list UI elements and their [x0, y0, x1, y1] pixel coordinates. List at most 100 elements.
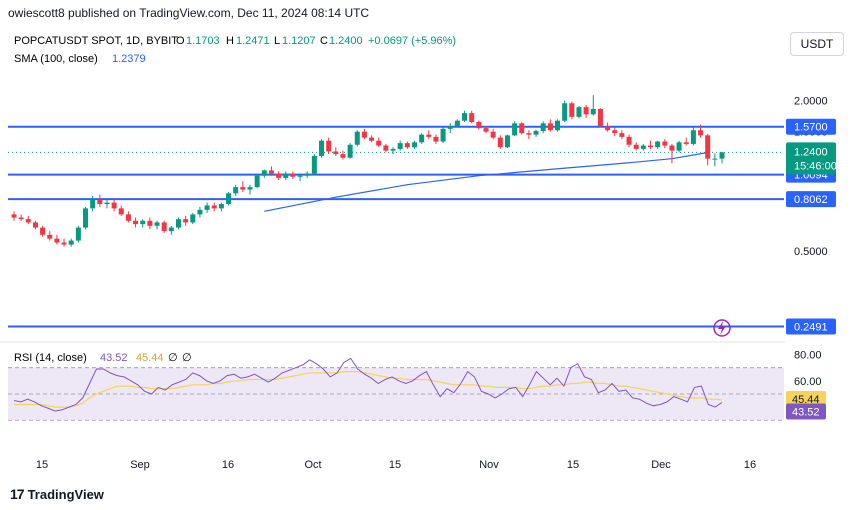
candle — [690, 127, 696, 146]
candle — [32, 220, 38, 230]
candle — [698, 124, 704, 138]
candle — [712, 153, 718, 167]
candle — [719, 151, 725, 164]
candle — [161, 220, 167, 233]
candle — [669, 143, 675, 164]
candle — [411, 140, 417, 149]
candle — [233, 184, 239, 196]
candle — [276, 171, 282, 181]
candle — [218, 202, 224, 212]
candle — [61, 238, 67, 247]
sma-line — [264, 151, 708, 212]
publisher-header: owiescott8 published on TradingView.com,… — [8, 6, 370, 20]
candle — [447, 123, 453, 134]
rsi-tick-1: 60.00 — [794, 376, 822, 388]
candle — [140, 219, 146, 228]
candle — [283, 171, 289, 181]
svg-text:0.8062: 0.8062 — [794, 194, 828, 206]
candle — [426, 130, 432, 140]
candle — [268, 166, 274, 176]
candle — [576, 106, 582, 119]
candle — [547, 119, 553, 132]
candle — [683, 137, 689, 146]
time-tick-1: Sep — [130, 459, 150, 471]
candle — [526, 130, 532, 140]
candle — [54, 234, 60, 245]
legend-high-label: H — [226, 35, 234, 47]
candle — [497, 135, 503, 149]
candle — [311, 154, 317, 175]
candle — [25, 215, 31, 225]
rsi-legend-extra1: ∅ — [168, 352, 178, 364]
candle — [676, 140, 682, 153]
candle — [369, 135, 375, 143]
candle — [647, 140, 653, 149]
candle — [97, 194, 103, 207]
candle — [383, 143, 389, 153]
svg-text:1.2400: 1.2400 — [794, 146, 828, 158]
candles — [11, 95, 725, 247]
candle — [519, 122, 525, 135]
candle — [11, 211, 17, 221]
candle — [333, 147, 339, 156]
sma-layer — [264, 151, 708, 212]
candle — [175, 217, 181, 230]
rsi-legend-extra2: ∅ — [182, 352, 192, 364]
candle — [390, 147, 396, 155]
price-tick-2: 0.5000 — [794, 246, 828, 258]
alert-icon[interactable] — [713, 319, 731, 337]
candle — [254, 173, 260, 189]
candle — [297, 173, 303, 182]
legend-low-value: 1.1207 — [282, 35, 316, 47]
candle — [633, 142, 639, 151]
legend-close-label: C — [320, 35, 328, 47]
candle — [168, 225, 174, 235]
level-tag-0: 1.5700 — [786, 118, 836, 135]
sma-legend-label: SMA (100, close) — [14, 53, 98, 65]
candle — [462, 110, 468, 123]
candle — [705, 133, 711, 166]
candle — [68, 238, 74, 247]
candle — [361, 128, 367, 140]
candle — [612, 127, 618, 137]
candle — [290, 171, 296, 179]
svg-text:1.5700: 1.5700 — [794, 122, 828, 134]
time-tick-7: Dec — [651, 459, 671, 471]
svg-text:43.52: 43.52 — [792, 406, 820, 418]
time-axis: 15 Sep 16 Oct 15 Nov 15 Dec 16 — [36, 459, 756, 471]
candle — [540, 121, 546, 134]
candle — [90, 195, 96, 212]
candle — [40, 225, 46, 237]
candle — [662, 139, 668, 149]
rsi-legend-ma: 45.44 — [136, 352, 164, 364]
candle — [104, 199, 110, 209]
candle — [655, 140, 661, 149]
candle — [347, 143, 353, 159]
candle — [590, 95, 596, 116]
candle — [397, 140, 403, 151]
time-tick-2: 16 — [222, 459, 234, 471]
candle — [376, 137, 382, 148]
candle — [147, 217, 153, 230]
rsi-legend-value: 43.52 — [100, 352, 128, 364]
horizontal-levels — [8, 125, 784, 328]
time-tick-5: Nov — [479, 459, 499, 471]
svg-text:45.44: 45.44 — [792, 394, 820, 406]
legend-low-label: L — [274, 35, 280, 47]
chart-area[interactable]: POPCATUSDT SPOT, 1D, BYBIT O 1.1703 H 1.… — [0, 0, 860, 480]
candle — [18, 214, 24, 221]
svg-text:15:46:00: 15:46:00 — [794, 160, 837, 172]
candle — [340, 150, 346, 160]
legend-open-label: O — [176, 35, 185, 47]
candle — [483, 126, 489, 134]
candle — [640, 143, 646, 151]
rsi-value-tag: 43.52 — [786, 403, 826, 420]
time-tick-8: 16 — [744, 459, 756, 471]
currency-button[interactable]: USDT — [790, 32, 844, 56]
time-tick-6: 15 — [567, 459, 579, 471]
candle — [490, 128, 496, 140]
legend-open-value: 1.1703 — [186, 35, 220, 47]
candle — [319, 139, 325, 158]
candle — [226, 192, 232, 206]
